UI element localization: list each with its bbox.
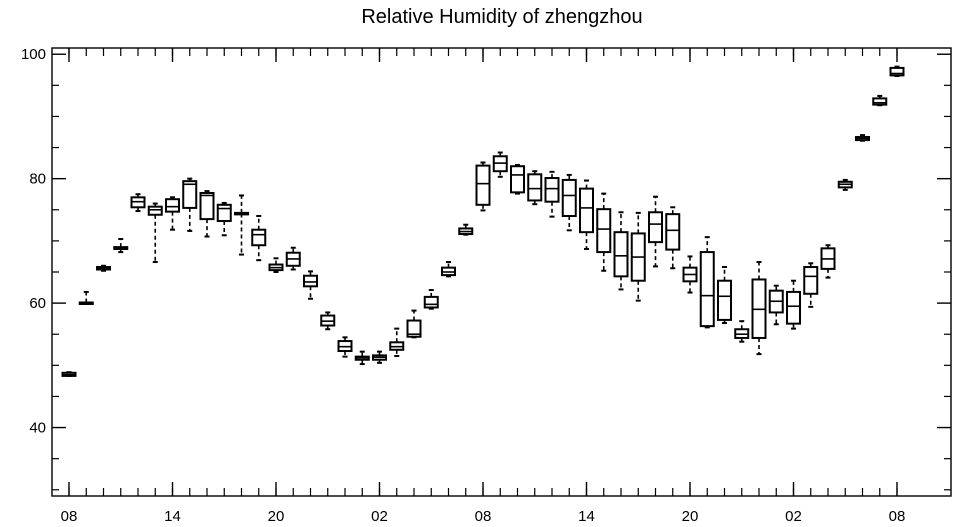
box-plot-item [165,196,180,231]
x-tick-label: 08 [889,508,906,525]
box-iqr [147,205,163,216]
x-tick-label: 14 [578,508,595,525]
box-plot-item [130,193,146,213]
box-plot-item [61,371,77,377]
box-plot-item [734,320,750,343]
box-plot-item [855,134,870,142]
box-plot-item [544,170,560,218]
box-plot-item [510,163,525,195]
y-tick-label: 40 [29,420,46,437]
box-plot-item [699,236,715,329]
x-tick-label: 08 [475,508,492,525]
box-plot-item [492,151,508,178]
box-plot-item [648,195,663,268]
box-plot-item [285,246,301,271]
y-tick-label: 60 [29,295,46,312]
box-iqr [613,231,629,278]
box-plot-item [234,194,249,256]
box-iqr [303,274,318,288]
box-plot-item [458,223,474,236]
box-plot-item [786,279,801,330]
box-iqr [596,208,612,254]
box-series [61,65,905,377]
box-iqr [579,187,594,234]
box-iqr [648,211,663,244]
box-plot-item [147,202,163,264]
box-plot-item [682,255,698,294]
box-iqr [665,213,681,251]
box-iqr [561,178,577,218]
box-plot-item [596,192,612,272]
y-axis: 40 60 80 100 [21,46,951,491]
x-tick-label: 02 [785,508,802,525]
box-plot-item [337,336,353,358]
box-plot-item [751,261,767,356]
x-tick-label: 20 [268,508,285,525]
box-plot-item [268,257,284,273]
x-tick-label: 14 [164,508,181,525]
box-plot-item [303,270,318,300]
box-plot-item [372,350,387,364]
box-iqr [475,164,491,206]
box-iqr [699,251,715,328]
x-tick-label: 08 [61,508,78,525]
box-plot-item [406,309,422,339]
box-plot-item [872,94,888,107]
box-plot-item [475,161,491,212]
box-iqr [251,228,267,247]
box-plot-item [527,170,543,206]
y-tick-label: 100 [21,46,46,63]
x-tick-label: 20 [682,508,699,525]
box-iqr [717,279,732,321]
box-plot-item [96,264,111,272]
y-tick-label: 80 [29,171,46,188]
box-plot-item [423,289,439,310]
box-plot-item [665,206,681,270]
box-iqr [889,66,905,77]
box-plot-item [768,284,784,326]
box-plot-item [78,290,94,305]
x-tick-label: 02 [371,508,388,525]
box-plot-item [251,215,267,262]
chart-title: Relative Humidity of zhengzhou [361,6,642,28]
x-axis: 08 14 20 02 08 14 20 02 08 [61,48,906,525]
box-iqr [527,173,543,202]
box-plot-item [717,266,732,325]
box-iqr [165,198,180,213]
box-iqr [872,97,888,106]
box-iqr [786,290,801,325]
box-iqr [182,180,198,209]
box-plot-item [354,350,370,366]
box-plot-item [803,262,819,308]
box-iqr [406,319,422,338]
box-plot-item [837,178,853,191]
box-plot-item [113,238,129,254]
box-iqr [423,295,439,309]
box-plot-item [441,261,456,278]
box-plot-item [389,327,405,357]
box-iqr [216,203,232,222]
box-plot-item [630,211,646,302]
box-plot-item [613,211,629,291]
box-plot-item [579,179,594,250]
box-iqr [803,266,819,295]
box-plot-item [216,201,232,237]
box-iqr [510,165,525,194]
box-iqr [544,177,560,203]
box-iqr [199,191,215,221]
box-plot-item [320,311,336,331]
box-plot-item [561,173,577,232]
box-plot-item [199,190,215,238]
box-plot-item [820,244,836,279]
box-plot-item [889,65,905,77]
box-plot-item [182,177,198,232]
